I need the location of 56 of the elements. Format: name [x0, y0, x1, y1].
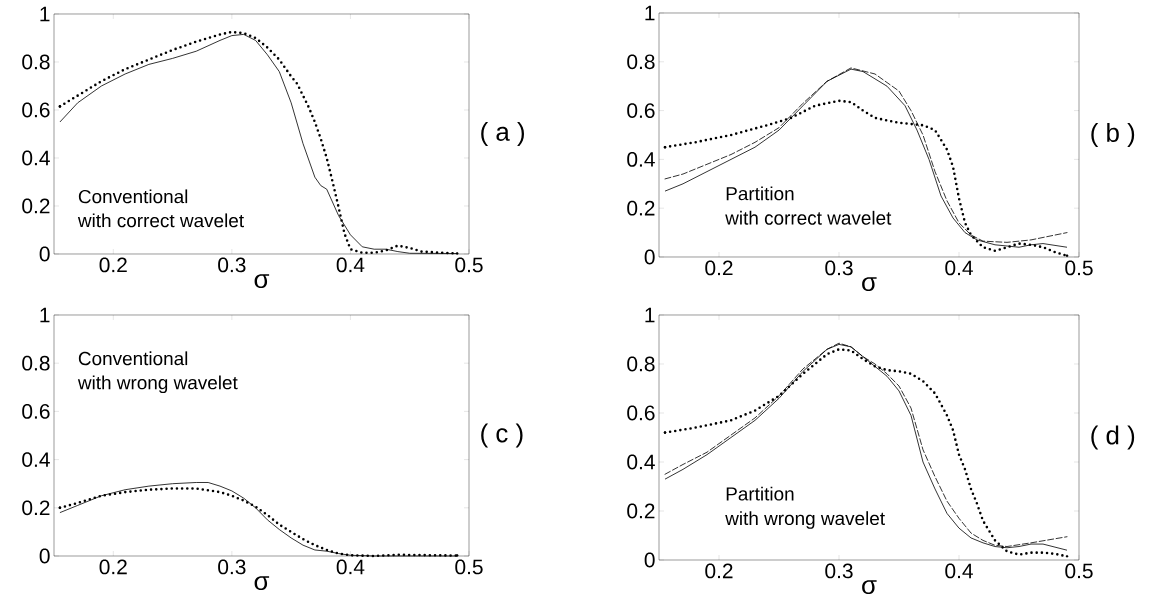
- x-tick-label: 0.4: [336, 257, 365, 273]
- x-tick-label: 0.4: [945, 563, 973, 579]
- y-tick-label: 0.2: [22, 198, 50, 214]
- y-tick-label: 0: [644, 249, 655, 265]
- annotation: Partition: [726, 486, 794, 501]
- text: ( c ): [481, 423, 523, 448]
- x-tick-label: 0.2: [705, 260, 733, 276]
- annotation: Conventional: [78, 189, 188, 204]
- annotation: with wrong wavelet: [77, 375, 238, 394]
- y-tick-label: 0.4: [627, 151, 655, 167]
- x-tick-label: 0.5: [1065, 563, 1093, 579]
- annotation: with correct wavelet: [77, 213, 244, 228]
- y-tick-label: 0.2: [627, 200, 655, 216]
- x-tick-label: 0.4: [945, 260, 973, 276]
- x-tick-label: 0.3: [825, 260, 853, 276]
- y-tick-label: 0.8: [627, 54, 655, 70]
- y-tick-label: 1: [40, 6, 50, 22]
- x-tick-label: 0.3: [825, 563, 853, 579]
- y-tick-label: 1: [645, 307, 655, 323]
- annotation: with correct wavelet: [725, 210, 892, 225]
- x-tick-label: 0.3: [218, 257, 246, 273]
- text: ( b ): [1091, 122, 1135, 148]
- x-tick-label: 0.5: [455, 257, 483, 273]
- y-tick-label: 0.6: [627, 405, 655, 421]
- y-tick-label: 1: [40, 307, 50, 323]
- text: ( d ): [1091, 425, 1135, 450]
- text: ( a ): [481, 121, 524, 147]
- y-tick-label: 0.6: [22, 102, 50, 118]
- x-axis-title: σ: [254, 274, 270, 289]
- x-tick-label: 0.5: [455, 559, 483, 575]
- x-tick-label: 0.2: [99, 257, 127, 273]
- x-axis-title: σ: [862, 580, 877, 595]
- x-tick-label: 0.4: [336, 559, 365, 575]
- y-tick-label: 0.4: [22, 150, 50, 166]
- x-tick-label: 0.2: [99, 559, 127, 575]
- y-tick-label: 0: [39, 246, 50, 262]
- y-tick-label: 0.4: [22, 452, 50, 467]
- y-tick-label: 0.6: [627, 103, 655, 118]
- y-tick-label: 0: [39, 548, 50, 564]
- x-axis-title: σ: [254, 576, 270, 591]
- x-tick-label: 0.5: [1065, 260, 1093, 276]
- annotation: Partition: [726, 186, 794, 201]
- y-tick-label: 0.8: [22, 355, 50, 371]
- y-tick-label: 0.4: [627, 454, 655, 470]
- y-tick-label: 0.2: [627, 503, 655, 519]
- y-tick-label: 0.8: [22, 54, 50, 70]
- y-tick-label: 0.2: [22, 500, 50, 516]
- x-tick-label: 0.2: [705, 563, 733, 579]
- x-axis-title: σ: [862, 277, 877, 292]
- y-tick-label: 1: [645, 5, 655, 21]
- x-tick-label: 0.3: [218, 559, 246, 575]
- y-tick-label: 0.6: [22, 403, 50, 419]
- y-tick-label: 0.8: [627, 356, 655, 372]
- annotation: Conventional: [78, 351, 188, 366]
- annotation: with wrong wavelet: [725, 511, 885, 529]
- y-tick-label: 0: [644, 552, 655, 568]
